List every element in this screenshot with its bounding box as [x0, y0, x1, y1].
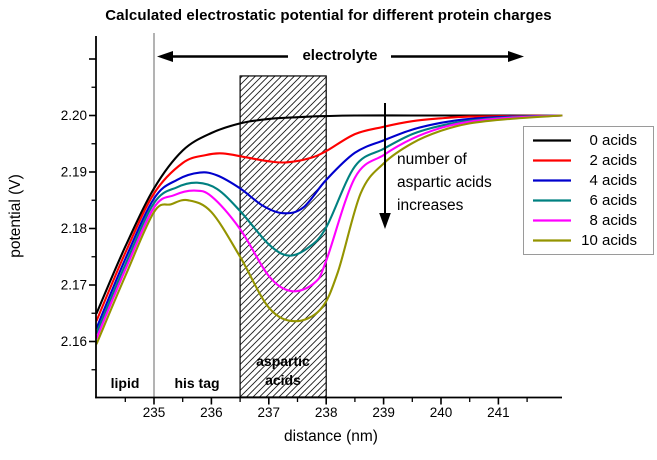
aspartic-region-hatch: [239, 75, 327, 398]
legend-item-label: 10 acids: [581, 232, 637, 250]
legend-item-label: 2 acids: [589, 151, 637, 169]
x-tick-label: 240: [430, 405, 453, 420]
legend: 0 acids 2 acids 4 acids 6 acids 8 acids …: [523, 126, 654, 255]
annotation-increase-text: number of aspartic acids increases: [397, 151, 492, 214]
series-curve-4-acids: [95, 114, 563, 329]
legend-item: 0 acids: [524, 130, 653, 150]
chart-title: Calculated electrostatic potential for d…: [105, 7, 552, 24]
series-curve-6-acids: [95, 114, 563, 335]
legend-line-swatch: [533, 219, 571, 222]
electrolyte-arrow: [157, 51, 524, 62]
legend-item-label: 8 acids: [589, 212, 637, 230]
legend-line-swatch: [533, 138, 571, 142]
y-tick-label: 2.17: [61, 278, 87, 293]
x-tick-label: 236: [200, 405, 223, 420]
y-tick-label: 2.19: [61, 165, 87, 180]
legend-item: 4 acids: [524, 170, 653, 190]
x-axis-label: distance (nm): [284, 428, 378, 445]
y-axis-label: potential (V): [7, 174, 24, 258]
legend-item: 10 acids: [524, 231, 653, 251]
x-tick-label: 239: [372, 405, 395, 420]
legend-line-swatch: [533, 179, 571, 182]
x-tick-label: 237: [258, 405, 281, 420]
x-tick-label: 241: [487, 405, 510, 420]
series-curve-2-acids: [95, 114, 563, 322]
electrolyte-label: electrolyte: [302, 47, 378, 64]
legend-line-swatch: [533, 159, 571, 162]
legend-line-swatch: [533, 239, 571, 243]
y-tick-label: 2.16: [61, 334, 87, 349]
legend-item-label: 4 acids: [589, 171, 637, 189]
legend-item-label: 6 acids: [589, 192, 637, 210]
x-tick-label: 235: [143, 405, 166, 420]
series-curve-10-acids: [95, 114, 563, 345]
region-label-aspartic-acids: aspartic acids: [256, 353, 310, 388]
y-tick-label: 2.18: [61, 221, 87, 236]
legend-item: 6 acids: [524, 191, 653, 211]
increase-down-arrow: [379, 103, 391, 229]
x-tick-label: 238: [315, 405, 338, 420]
legend-item-label: 0 acids: [589, 131, 637, 149]
series-curve-0-acids: [95, 114, 563, 315]
legend-item: 8 acids: [524, 211, 653, 231]
legend-item: 2 acids: [524, 150, 653, 170]
series-curve-8-acids: [95, 114, 563, 340]
region-label-his-tag: his tag: [174, 375, 220, 391]
legend-line-swatch: [533, 199, 571, 202]
y-tick-label: 2.20: [61, 108, 87, 123]
region-label-lipid: lipid: [110, 375, 140, 391]
